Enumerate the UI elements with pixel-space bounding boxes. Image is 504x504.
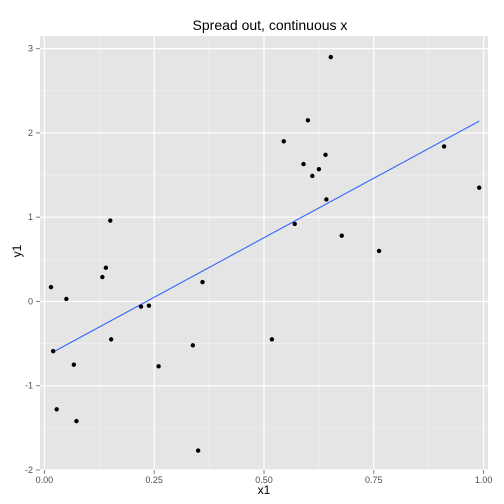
data-point — [301, 161, 306, 167]
y-tick-label: -2 — [25, 465, 33, 475]
data-point — [156, 364, 161, 369]
data-point — [292, 221, 297, 227]
data-point — [108, 218, 113, 223]
fit-line-group — [52, 120, 480, 353]
data-point — [441, 144, 447, 149]
regression-line — [52, 120, 480, 353]
data-point — [477, 185, 482, 190]
data-point — [339, 233, 344, 238]
data-point — [328, 54, 333, 60]
data-point — [324, 197, 329, 202]
data-point — [146, 303, 152, 308]
data-point — [54, 407, 59, 412]
x-tick-label: 1.00 — [475, 475, 493, 485]
data-point — [64, 296, 69, 302]
data-point — [190, 343, 196, 348]
chart-title: Spread out, continuous x — [193, 17, 348, 33]
data-point — [138, 304, 144, 309]
data-point — [269, 337, 275, 342]
y-tick-label: 1 — [28, 212, 33, 222]
data-point — [103, 265, 109, 270]
data-point — [316, 166, 322, 172]
x-tick-label: 0.00 — [36, 475, 54, 485]
data-point — [48, 284, 54, 290]
data-point — [200, 279, 205, 285]
y-axis-ticks: -2 -1 0 1 2 3 — [25, 44, 40, 475]
x-axis-ticks: 0.00 0.25 0.50 0.75 1.00 — [36, 470, 493, 485]
data-point — [376, 248, 382, 254]
data-point — [323, 152, 328, 158]
x-axis-title: x1 — [258, 483, 271, 497]
x-tick-label: 0.75 — [365, 475, 383, 485]
data-point — [281, 139, 286, 144]
y-axis-title: y1 — [10, 244, 24, 257]
data-point — [74, 418, 79, 424]
data-point — [50, 348, 56, 354]
data-point — [195, 448, 201, 453]
x-tick-label: 0.25 — [145, 475, 163, 485]
y-tick-label: 3 — [28, 44, 33, 54]
data-point — [310, 173, 315, 179]
y-tick-label: 0 — [28, 296, 33, 306]
y-tick-label: -1 — [25, 381, 33, 391]
data-point — [71, 362, 77, 367]
data-points — [48, 54, 482, 453]
data-point — [100, 274, 105, 280]
y-tick-label: 2 — [28, 128, 33, 138]
x-tick-label: 0.50 — [255, 475, 273, 485]
data-point — [305, 118, 311, 123]
data-point — [108, 337, 114, 342]
